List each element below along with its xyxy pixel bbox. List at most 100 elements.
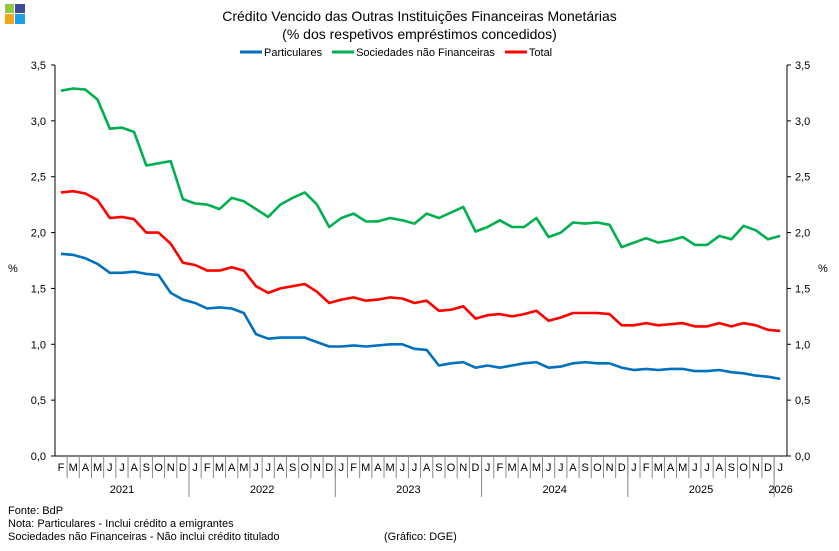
x-month-label: N (459, 462, 467, 474)
x-month-label: S (143, 462, 150, 474)
legend-label: Total (529, 47, 552, 59)
x-month-label: J (692, 462, 698, 474)
x-month-label: M (93, 462, 102, 474)
y-tick-label-left: 2,0 (31, 228, 46, 240)
x-month-label: F (496, 462, 503, 474)
x-year-label: 2026 (768, 484, 792, 496)
y-tick-label-right: 0,0 (795, 451, 810, 463)
y-axis-label-right: % (818, 263, 828, 275)
x-month-label: A (374, 462, 382, 474)
x-month-label: F (204, 462, 211, 474)
x-month-label: J (546, 462, 552, 474)
x-month-label: A (82, 462, 90, 474)
x-month-label: J (265, 462, 271, 474)
x-year-label: 2022 (250, 484, 274, 496)
x-month-label: N (752, 462, 760, 474)
x-month-label: M (69, 462, 78, 474)
y-tick-label-left: 3,5 (31, 60, 46, 72)
chart-title: Crédito Vencido das Outras Instituições … (222, 8, 617, 24)
footnote-sociedades: Sociedades não Financeiras - Não inclui … (8, 531, 280, 543)
x-month-label: O (154, 462, 163, 474)
x-month-label: O (447, 462, 456, 474)
x-month-label: M (361, 462, 370, 474)
x-month-label: S (435, 462, 442, 474)
x-month-label: A (667, 462, 675, 474)
y-tick-label-left: 1,5 (31, 283, 46, 295)
x-month-label: D (179, 462, 187, 474)
x-month-label: O (739, 462, 748, 474)
series-line-total (60, 189, 781, 333)
y-axis-label-left: % (8, 263, 18, 275)
footnote-particulares: Nota: Particulares - Inclui crédito a em… (8, 518, 234, 530)
legend-label: Particulares (264, 47, 323, 59)
x-month-label: F (58, 462, 65, 474)
x-month-label: J (412, 462, 418, 474)
x-month-label: A (277, 462, 285, 474)
chart-credit: (Gráfico: DGE) (384, 531, 457, 543)
x-month-label: M (654, 462, 663, 474)
x-month-label: D (764, 462, 772, 474)
x-month-label: D (325, 462, 333, 474)
x-month-label: J (400, 462, 406, 474)
x-month-label: S (289, 462, 296, 474)
series-line-particulares (60, 252, 781, 381)
x-month-label: M (215, 462, 224, 474)
x-month-label: J (631, 462, 637, 474)
x-month-label: J (192, 462, 198, 474)
y-tick-label-right: 3,5 (795, 60, 810, 72)
y-tick-label-left: 1,0 (31, 339, 46, 351)
x-month-label: D (618, 462, 626, 474)
y-tick-label-left: 0,5 (31, 395, 46, 407)
x-month-label: J (119, 462, 125, 474)
y-tick-label-right: 0,5 (795, 395, 810, 407)
logo (5, 4, 25, 24)
x-year-label: 2021 (110, 484, 134, 496)
x-year-label: 2023 (396, 484, 420, 496)
y-tick-label-right: 1,0 (795, 339, 810, 351)
x-month-label: J (558, 462, 564, 474)
x-month-label: M (507, 462, 516, 474)
chart-title-block: Crédito Vencido das Outras Instituições … (0, 7, 839, 43)
x-month-label: F (643, 462, 650, 474)
x-month-label: A (423, 462, 431, 474)
x-month-label: M (532, 462, 541, 474)
x-month-label: O (301, 462, 310, 474)
x-month-label: A (130, 462, 138, 474)
x-month-label: A (716, 462, 724, 474)
x-month-label: M (386, 462, 395, 474)
y-tick-label-right: 3,0 (795, 116, 810, 128)
x-month-label: M (678, 462, 687, 474)
x-month-label: D (471, 462, 479, 474)
x-month-label: S (581, 462, 588, 474)
x-month-label: J (777, 462, 783, 474)
legend-label: Sociedades não Financeiras (356, 47, 495, 59)
chart-subtitle: (% dos respetivos empréstimos concedidos… (282, 26, 557, 42)
x-month-label: A (228, 462, 236, 474)
x-month-label: J (704, 462, 710, 474)
logo-square (5, 4, 14, 13)
x-month-label: J (339, 462, 345, 474)
x-month-label: J (253, 462, 259, 474)
y-tick-label-right: 1,5 (795, 283, 810, 295)
x-month-label: M (239, 462, 248, 474)
x-year-label: 2024 (542, 484, 566, 496)
x-year-label: 2025 (689, 484, 713, 496)
logo-square (15, 4, 25, 13)
x-month-label: S (728, 462, 735, 474)
source-note: Fonte: BdP (8, 505, 64, 517)
y-tick-label-left: 0,0 (31, 451, 46, 463)
logo-square (15, 14, 25, 24)
x-month-label: A (569, 462, 577, 474)
y-tick-label-left: 2,5 (31, 172, 46, 184)
series-line-sociedades-não-financeiras (60, 87, 781, 249)
y-tick-label-left: 3,0 (31, 116, 46, 128)
logo-square (5, 14, 14, 24)
x-month-label: J (107, 462, 113, 474)
x-month-label: O (593, 462, 602, 474)
y-tick-label-right: 2,5 (795, 172, 810, 184)
x-month-label: J (485, 462, 491, 474)
x-month-label: N (167, 462, 175, 474)
x-month-label: A (521, 462, 529, 474)
